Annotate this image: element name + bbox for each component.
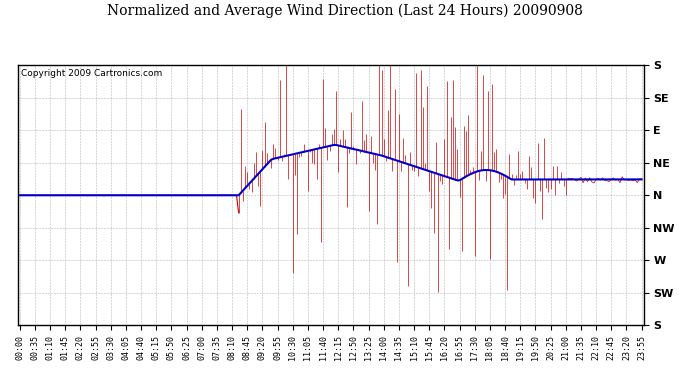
Text: Copyright 2009 Cartronics.com: Copyright 2009 Cartronics.com (21, 69, 162, 78)
Text: Normalized and Average Wind Direction (Last 24 Hours) 20090908: Normalized and Average Wind Direction (L… (107, 4, 583, 18)
